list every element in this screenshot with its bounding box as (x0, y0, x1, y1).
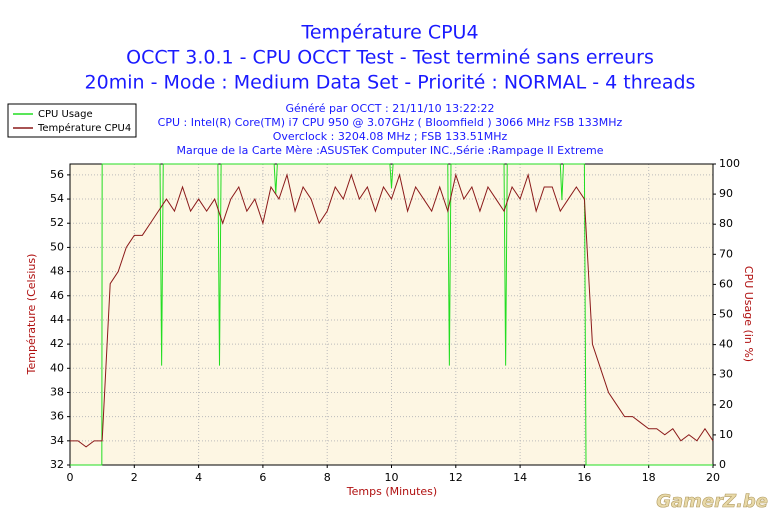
info: Généré par OCCT : 21/11/10 13:22:22 (285, 102, 494, 115)
chart-title: Température CPU4 (300, 22, 478, 44)
y2-tick-label: 20 (719, 398, 733, 411)
y-tick-label: 44 (50, 313, 64, 326)
y2-tick-label: 0 (719, 458, 726, 471)
watermark: GamerZ.be (656, 491, 768, 512)
x-tick-label: 2 (131, 471, 138, 484)
y2-tick-label: 70 (719, 247, 733, 260)
y-tick-label: 46 (50, 289, 64, 302)
x-tick-label: 0 (67, 471, 74, 484)
chart-subtitle: OCCT 3.0.1 - CPU OCCT Test - Test termin… (126, 47, 654, 69)
y2-tick-label: 10 (719, 428, 733, 441)
info: CPU : Intel(R) Core(TM) i7 CPU 950 @ 3.0… (158, 116, 623, 129)
x-tick-label: 14 (513, 471, 527, 484)
y-tick-label: 56 (50, 168, 64, 181)
y-tick-label: 38 (50, 385, 64, 398)
y2-tick-label: 30 (719, 368, 733, 381)
y2-tick-label: 40 (719, 338, 733, 351)
x-tick-label: 20 (706, 471, 720, 484)
x-tick-label: 18 (642, 471, 656, 484)
y2-tick-label: 100 (719, 157, 740, 170)
x-tick-label: 10 (385, 471, 399, 484)
y2-tick-label: 90 (719, 187, 733, 200)
y2-tick-label: 60 (719, 277, 733, 290)
series-line (70, 163, 713, 466)
y-tick-label: 52 (50, 216, 64, 229)
y-tick-label: 42 (50, 337, 64, 350)
y-tick-label: 32 (50, 458, 64, 471)
x-tick-label: 16 (577, 471, 591, 484)
y-tick-label: 48 (50, 265, 64, 278)
y2-tick-label: 80 (719, 217, 733, 230)
chart-subtitle: 20min - Mode : Medium Data Set - Priorit… (85, 72, 696, 94)
y2-axis-label: CPU Usage (in %) (742, 266, 755, 362)
x-tick-label: 6 (259, 471, 266, 484)
series-line (70, 173, 714, 448)
legend-label: Température CPU4 (37, 122, 131, 134)
y-tick-label: 54 (50, 192, 64, 205)
legend (7, 103, 137, 138)
info: Overclock : 3204.08 MHz ; FSB 133.51MHz (273, 130, 508, 143)
y-tick-label: 40 (50, 361, 64, 374)
x-tick-label: 4 (195, 471, 202, 484)
legend-label: CPU Usage (38, 109, 93, 120)
y-tick-label: 50 (50, 240, 64, 253)
x-axis-label: Temps (Minutes) (346, 485, 437, 498)
x-tick-label: 12 (449, 471, 463, 484)
y-axis-label: Température (Celsius) (25, 254, 38, 376)
x-tick-label: 8 (324, 471, 331, 484)
y-tick-label: 36 (50, 410, 64, 423)
y2-tick-label: 50 (719, 308, 733, 321)
plot-frame (69, 163, 714, 466)
info: Marque de la Carte Mère :ASUSTeK Compute… (177, 144, 604, 157)
y-tick-label: 34 (50, 434, 64, 447)
